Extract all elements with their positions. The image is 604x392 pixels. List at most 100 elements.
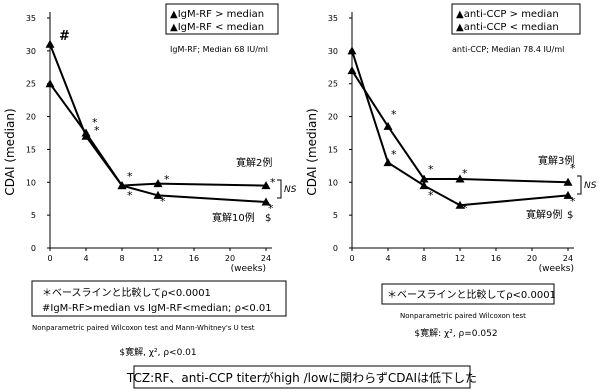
conclusion-text: TCZ:RF、anti-CCP titerがhigh /lowに関わらずCDAI… xyxy=(126,370,477,385)
ns-label-right: NS xyxy=(584,181,597,191)
star-marker-left-3: * xyxy=(127,170,133,183)
data-point xyxy=(45,39,55,48)
x-tick-label: 12 xyxy=(455,254,465,263)
dollar-marker-right: $ xyxy=(567,210,573,221)
x-tick-label: 8 xyxy=(119,254,124,263)
star-marker-right-4: * xyxy=(428,189,434,202)
median-note-right: anti-CCP; Median 78.4 IU/ml xyxy=(452,45,564,54)
y-tick-label: 10 xyxy=(328,178,338,187)
y-tick-label: 5 xyxy=(333,211,338,220)
data-point xyxy=(261,197,271,206)
footnote-left-line1: ＊ベースラインと比較してρ<0.0001 xyxy=(42,286,211,299)
chart-left: CDAI (median) 0 5 10 15 20 25 30 35 0 4 8 12 16 20 24… xyxy=(3,3,297,358)
test-note-right: Nonparametric paired Wilcoxon test xyxy=(400,312,526,320)
y-tick-labels-left: 0 5 10 15 20 25 30 35 xyxy=(26,14,50,253)
footnote-left-line2: #IgM-RF>median vs IgM-RF<median; ρ<0.01 xyxy=(42,303,272,314)
x-unit-left: (weeks) xyxy=(231,264,266,274)
data-point xyxy=(383,158,393,167)
series-layer-left xyxy=(45,39,271,206)
star-marker-left-2: * xyxy=(94,124,100,137)
y-tick-label: 35 xyxy=(328,14,338,23)
data-point xyxy=(261,181,271,190)
x-tick-label: 0 xyxy=(349,254,354,263)
star-marker-left-4: * xyxy=(127,189,133,202)
legend-box-left xyxy=(165,3,279,35)
footnote-right-line1: ＊ベースラインと比較してρ<0.0001 xyxy=(387,288,556,301)
y-tick-label: 15 xyxy=(328,145,338,154)
remission-lower-left: 寛解10例 xyxy=(212,211,255,224)
data-point xyxy=(81,128,91,137)
data-point xyxy=(419,174,429,183)
x-tick-label: 16 xyxy=(189,254,199,263)
x-tick-label: 16 xyxy=(491,254,501,263)
data-point xyxy=(45,79,55,88)
star-marker-right-7: * xyxy=(570,162,576,175)
footnote-box-right xyxy=(381,283,555,305)
x-tick-label: 0 xyxy=(47,254,52,263)
star-marker-left-7: * xyxy=(270,176,276,189)
x-tick-label: 12 xyxy=(153,254,163,263)
remission-upper-right: 寛解3例 xyxy=(538,154,574,167)
test-note-left: Nonparametric paired Wilcoxon test and M… xyxy=(32,324,255,332)
ns-bracket-left xyxy=(277,179,282,199)
y-tick-label: 20 xyxy=(328,113,338,122)
legend-item-right-low: ▲anti-CCP < median xyxy=(456,22,559,33)
data-point xyxy=(563,190,573,199)
legend-item-right-high: ▲anti-CCP > median xyxy=(456,9,559,20)
data-point xyxy=(153,179,163,188)
star-marker-right-5: * xyxy=(462,167,468,180)
x-tick-labels-right: 0 4 8 12 16 20 24 xyxy=(349,248,573,263)
legend-item-left-high: ▲IgM-RF > median xyxy=(170,9,264,20)
y-tick-label: 30 xyxy=(328,47,338,56)
remission-note-right: $寛解: χ², ρ=0.052 xyxy=(414,327,497,339)
star-marker-left-5: * xyxy=(164,173,170,186)
y-tick-label: 0 xyxy=(31,244,36,253)
data-point xyxy=(455,174,465,183)
star-marker-left-8: * xyxy=(268,202,274,215)
y-tick-label: 25 xyxy=(26,80,36,89)
x-tick-label: 24 xyxy=(563,254,573,263)
x-tick-label: 20 xyxy=(527,254,537,263)
x-tick-label: 20 xyxy=(225,254,235,263)
hash-marker-left: # xyxy=(59,29,70,44)
data-point xyxy=(153,190,163,199)
data-point xyxy=(347,46,357,55)
star-marker-left-1: * xyxy=(92,116,98,129)
star-marker-right-1: * xyxy=(391,108,397,121)
conclusion-banner xyxy=(133,365,471,389)
remission-upper-left: 寛解2例 xyxy=(236,156,272,169)
x-tick-label: 24 xyxy=(261,254,271,263)
ns-bracket-right xyxy=(577,175,582,195)
data-point xyxy=(347,66,357,75)
y-tick-label: 25 xyxy=(328,80,338,89)
remission-lower-right: 寛解9例 xyxy=(526,208,562,221)
y-tick-label: 30 xyxy=(26,47,36,56)
data-point xyxy=(117,181,127,190)
y-tick-label: 0 xyxy=(333,244,338,253)
ylabel-right: CDAI (median) xyxy=(305,108,319,195)
series-line-high xyxy=(49,43,267,203)
y-tick-labels-right: 0 5 10 15 20 25 30 35 xyxy=(328,14,352,253)
data-point xyxy=(455,200,465,209)
star-marker-right-3: * xyxy=(428,163,434,176)
x-tick-labels-left: 0 4 8 12 16 20 24 xyxy=(47,248,271,263)
y-tick-label: 10 xyxy=(26,178,36,187)
x-tick-label: 4 xyxy=(385,254,390,263)
dollar-marker-left: $ xyxy=(265,213,271,224)
legend-item-left-low: ▲IgM-RF < median xyxy=(170,22,264,33)
data-point xyxy=(563,177,573,186)
star-marker-right-2: * xyxy=(391,148,397,161)
series-layer-right xyxy=(347,46,573,209)
ylabel-left: CDAI (median) xyxy=(3,108,17,195)
x-tick-label: 4 xyxy=(83,254,88,263)
star-marker-right-8: * xyxy=(570,195,576,208)
y-tick-label: 35 xyxy=(26,14,36,23)
median-note-left: IgM-RF; Median 68 IU/ml xyxy=(170,45,268,54)
x-unit-right: (weeks) xyxy=(539,264,574,274)
star-marker-left-6: * xyxy=(160,195,166,208)
legend-box-right xyxy=(451,3,581,35)
x-tick-label: 8 xyxy=(421,254,426,263)
ns-label-left: NS xyxy=(284,185,297,195)
y-tick-label: 15 xyxy=(26,145,36,154)
